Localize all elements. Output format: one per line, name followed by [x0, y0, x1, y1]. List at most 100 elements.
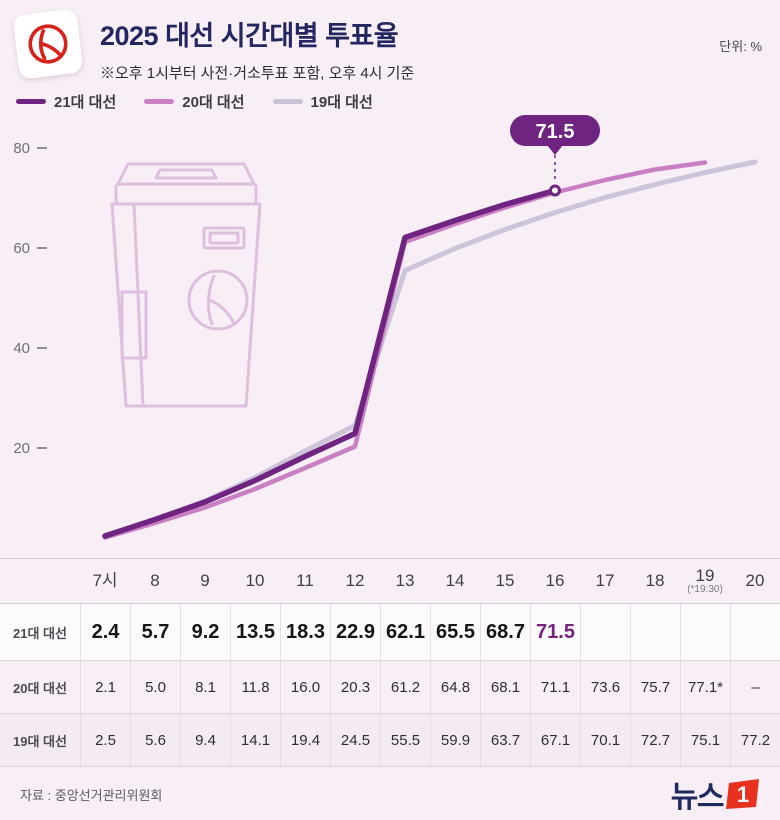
x-axis-label: 14: [445, 571, 465, 591]
x-axis-label: 15: [495, 571, 515, 591]
series-line-0: [102, 187, 558, 539]
table-cell: 11.8: [230, 661, 280, 713]
table-cell: 22.9: [330, 604, 380, 660]
table-cell: 19.4: [280, 714, 330, 766]
unit-label: 단위: %: [719, 39, 762, 54]
ballot-box-illustration: [110, 162, 262, 408]
row-label: 20대 대선: [13, 680, 67, 696]
news1-flag-icon: 1: [726, 779, 759, 809]
x-axis-label: 8: [150, 571, 160, 591]
table-cell: 5.0: [130, 661, 180, 713]
table-cell: 70.1: [580, 714, 630, 766]
header: 2025 대선 시간대별 투표율 ※오후 1시부터 사전·거소투표 포함, 오후…: [0, 0, 780, 90]
table-cell: 75.7: [630, 661, 680, 713]
y-tick-label: 80: [13, 140, 30, 157]
callout-badge: [510, 115, 600, 146]
table-cell: 8.1: [180, 661, 230, 713]
table-cell: 59.9: [430, 714, 480, 766]
row-label: 19대 대선: [13, 733, 67, 749]
table-cell: 2.5: [80, 714, 130, 766]
table-cell: 20.3: [330, 661, 380, 713]
ballot-stamp-logo: [12, 8, 84, 80]
legend-label: 20대 대선: [182, 93, 245, 111]
x-axis-label: 17: [595, 571, 615, 591]
table-cell: 62.1: [380, 604, 430, 660]
footer: 자료 : 중앙선거관리위원회 뉴스 1: [0, 767, 780, 820]
table-cell: [630, 604, 680, 660]
x-axis-label: 20: [745, 571, 765, 591]
line-chart: 20 40 60 80 71.5: [13, 115, 758, 540]
callout-value: 71.5: [536, 121, 575, 143]
table-cell: –: [730, 661, 780, 713]
table-row: 19대 대선 2.5 5.6 9.4 14.1 19.4 24.5 55.5 59.9 63.7 6…: [0, 714, 780, 767]
table-cell: 13.5: [230, 604, 280, 660]
turnout-table: 21대 대선 2.4 5.7 9.2 13.5 18.3 22.9 62.1 65.5 68.7 7…: [0, 604, 780, 767]
table-cell: 67.1: [530, 714, 580, 766]
legend-label: 19대 대선: [310, 93, 373, 111]
table-cell: 2.4: [80, 604, 130, 660]
x-axis-label: 11: [296, 571, 314, 591]
title-block: 2025 대선 시간대별 투표율 ※오후 1시부터 사전·거소투표 포함, 오후…: [100, 14, 414, 83]
table-cell: 77.1*: [680, 661, 730, 713]
table-cell: 18.3: [280, 604, 330, 660]
table-cell: 64.8: [430, 661, 480, 713]
legend-swatch: [144, 98, 175, 104]
table-cell: 24.5: [330, 714, 380, 766]
x-axis-label: 12: [345, 571, 365, 591]
table-cell: 5.7: [130, 604, 180, 660]
table-cell: 55.5: [380, 714, 430, 766]
legend-swatch: [272, 98, 303, 104]
y-tick-label: 20: [13, 440, 30, 457]
legend-swatch: [16, 98, 46, 104]
y-tick-label: 60: [13, 240, 30, 257]
x-axis-label: 19 (*19:30): [687, 565, 723, 595]
x-axis-label: 18: [645, 571, 665, 591]
table-cell: 63.7: [480, 714, 530, 766]
x-axis-label: 13: [395, 571, 415, 591]
table-cell: 2.1: [80, 661, 130, 713]
legend-item-2: 19대 대선: [272, 91, 373, 112]
x-axis-note: (*19:30): [687, 583, 723, 595]
legend-item-1: 20대 대선: [144, 91, 245, 112]
news1-logo-mark: 1: [737, 782, 749, 807]
series-line-1: [102, 160, 708, 540]
table-cell: 5.6: [130, 714, 180, 766]
table-cell: 9.2: [180, 604, 230, 660]
table-cell: 14.1: [230, 714, 280, 766]
table-cell: [580, 604, 630, 660]
stamp-icon: [28, 24, 68, 64]
x-axis-labels: 7시 8 9 10 11 12 13 14 15 16 17 18 19 (*19:30) 20: [0, 558, 780, 604]
x-axis-label: 7시: [92, 571, 118, 591]
current-point-marker: [549, 184, 561, 197]
news1-logo: 뉴스 1: [671, 772, 760, 816]
legend-label: 21대 대선: [54, 93, 117, 111]
table-cell: 16.0: [280, 661, 330, 713]
y-tick-label: 40: [13, 340, 30, 357]
x-axis-label: 16: [545, 571, 565, 591]
legend-item-0: 21대 대선: [16, 91, 116, 112]
table-cell: 65.5: [430, 604, 480, 660]
axis-spacer: [0, 559, 80, 603]
source-label: 자료 : 중앙선거관리위원회: [20, 787, 163, 803]
series-line-2: [102, 159, 758, 538]
table-cell: 9.4: [180, 714, 230, 766]
table-cell: 71.5: [530, 604, 580, 660]
legend: 21대 대선 20대 대선 19대 대선: [0, 90, 780, 112]
page-title: 2025 대선 시간대별 투표율: [100, 21, 399, 51]
page-subtitle: ※오후 1시부터 사전·거소투표 포함, 오후 4시 기준: [100, 65, 415, 82]
table-cell: [730, 604, 780, 660]
x-axis-label: 9: [200, 571, 210, 591]
table-cell: 61.2: [380, 661, 430, 713]
chart: 20 40 60 80 71.5: [0, 112, 780, 558]
row-label: 21대 대선: [13, 625, 67, 641]
table-cell: 75.1: [680, 714, 730, 766]
table-row: 21대 대선 2.4 5.7 9.2 13.5 18.3 22.9 62.1 65.5 68.7 7…: [0, 604, 780, 661]
table-cell: [680, 604, 730, 660]
table-cell: 72.7: [630, 714, 680, 766]
news1-logo-text: 뉴스: [670, 781, 725, 814]
x-axis-label: 10: [245, 571, 265, 591]
table-cell: 73.6: [580, 661, 630, 713]
table-cell: 68.7: [480, 604, 530, 660]
table-cell: 71.1: [530, 661, 580, 713]
